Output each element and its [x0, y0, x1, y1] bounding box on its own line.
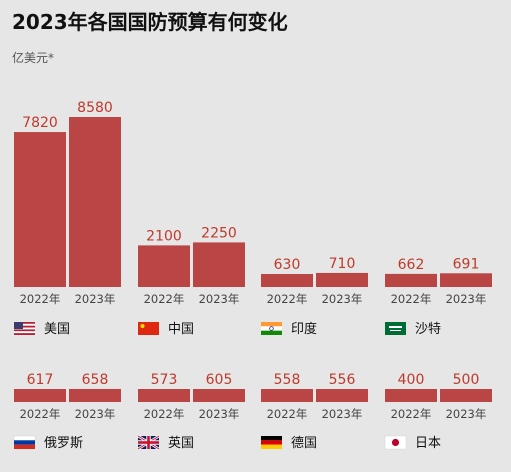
- data-label: 2100: [146, 228, 182, 244]
- year-tick-label: 2022年: [20, 292, 61, 306]
- bar: [316, 272, 368, 287]
- year-tick-label: 2022年: [267, 292, 308, 306]
- data-label: 617: [27, 372, 54, 388]
- data-label: 630: [274, 257, 301, 273]
- country-name: 美国: [44, 322, 70, 337]
- data-label: 573: [151, 372, 178, 388]
- bar: [316, 389, 368, 402]
- bar: [138, 389, 190, 402]
- data-label: 400: [398, 372, 425, 388]
- bar: [14, 132, 66, 287]
- russia-flag-icon: [13, 435, 36, 449]
- year-tick-label: 2023年: [446, 407, 487, 421]
- bar: [261, 274, 313, 287]
- bar: [69, 388, 121, 402]
- india-flag-icon: [261, 322, 282, 335]
- year-tick-label: 2023年: [322, 292, 363, 306]
- data-label: 691: [453, 256, 480, 272]
- bar: [440, 389, 492, 402]
- data-label: 558: [274, 372, 301, 388]
- year-tick-label: 2023年: [199, 407, 240, 421]
- bar: [440, 273, 492, 287]
- year-tick-label: 2022年: [391, 292, 432, 306]
- year-tick-label: 2022年: [20, 407, 61, 421]
- country-name: 印度: [291, 321, 317, 337]
- bar: [14, 389, 66, 402]
- data-label: 8580: [77, 100, 113, 116]
- data-label: 658: [82, 372, 109, 388]
- bar: [193, 389, 245, 402]
- us-flag-icon: [14, 322, 35, 335]
- uk-flag-icon: [137, 434, 160, 451]
- bar: [193, 242, 245, 287]
- bar: [261, 389, 313, 402]
- germany-flag-icon: [261, 436, 282, 449]
- year-tick-label: 2022年: [144, 407, 185, 421]
- saudi-flag-icon: [385, 322, 406, 335]
- data-label: 7820: [22, 115, 58, 131]
- chart-title: 2023年各国国防预算有何变化: [12, 10, 288, 34]
- bar: [385, 389, 437, 402]
- year-tick-label: 2023年: [199, 292, 240, 306]
- bar: [69, 117, 121, 287]
- country-name: 沙特: [415, 322, 441, 337]
- country-name: 中国: [168, 322, 194, 337]
- year-tick-label: 2022年: [267, 407, 308, 421]
- year-tick-label: 2023年: [75, 407, 116, 421]
- data-label: 662: [398, 257, 425, 273]
- country-name: 俄罗斯: [44, 436, 83, 451]
- country-name: 日本: [415, 436, 441, 451]
- china-flag-icon: [138, 322, 159, 335]
- data-label: 605: [206, 372, 233, 388]
- data-label: 500: [453, 372, 480, 388]
- bar: [138, 245, 190, 287]
- data-label: 556: [329, 372, 356, 388]
- data-label: 2250: [201, 225, 237, 241]
- country-name: 德国: [291, 436, 317, 451]
- year-tick-label: 2022年: [144, 292, 185, 306]
- year-tick-label: 2023年: [75, 292, 116, 306]
- year-tick-label: 2023年: [322, 407, 363, 421]
- year-tick-label: 2022年: [391, 407, 432, 421]
- bar: [385, 273, 437, 287]
- year-tick-label: 2023年: [446, 292, 487, 306]
- unit-label: 亿美元*: [12, 51, 55, 65]
- data-label: 710: [329, 256, 356, 272]
- country-name: 英国: [168, 436, 194, 451]
- japan-flag-icon: [384, 435, 407, 450]
